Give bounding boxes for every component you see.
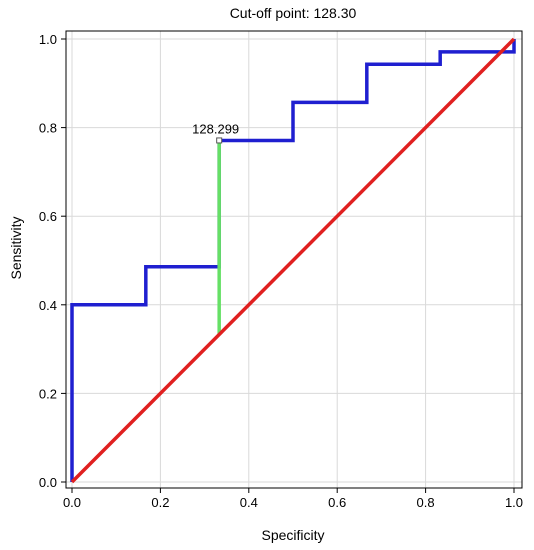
x-axis-title: Specificity <box>261 527 324 543</box>
cutoff-label: 128.299 <box>192 121 239 136</box>
x-tick-label: 1.0 <box>505 495 523 510</box>
grid <box>66 31 522 488</box>
y-tick-label: 0.4 <box>39 298 57 313</box>
plot-frame <box>65 30 523 489</box>
ticks-layer: 0.0 0.2 0.4 0.6 0.8 1.0 0.0 0.2 0.4 0.6 0.8 1.0 <box>39 32 523 510</box>
y-tick-label: 1.0 <box>39 32 57 47</box>
reference-diagonal-line <box>70 37 516 484</box>
x-tick-label: 0.8 <box>417 495 435 510</box>
chart-title: Cut-off point: 128.30 <box>230 5 357 21</box>
y-tick-label: 0.8 <box>39 121 57 136</box>
y-tick-label: 0.6 <box>39 209 57 224</box>
y-axis-title: Sensitivity <box>8 216 24 279</box>
cutoff-marker <box>216 137 223 144</box>
y-tick-label: 0.2 <box>39 386 57 401</box>
x-tick-label: 0.4 <box>240 495 258 510</box>
roc-curve-line <box>70 39 516 482</box>
x-tick-label: 0.2 <box>151 495 169 510</box>
series-layer: 128.299 <box>70 37 516 484</box>
x-tick-label: 0.0 <box>63 495 81 510</box>
x-tick-label: 0.6 <box>328 495 346 510</box>
y-tick-label: 0.0 <box>39 475 57 490</box>
